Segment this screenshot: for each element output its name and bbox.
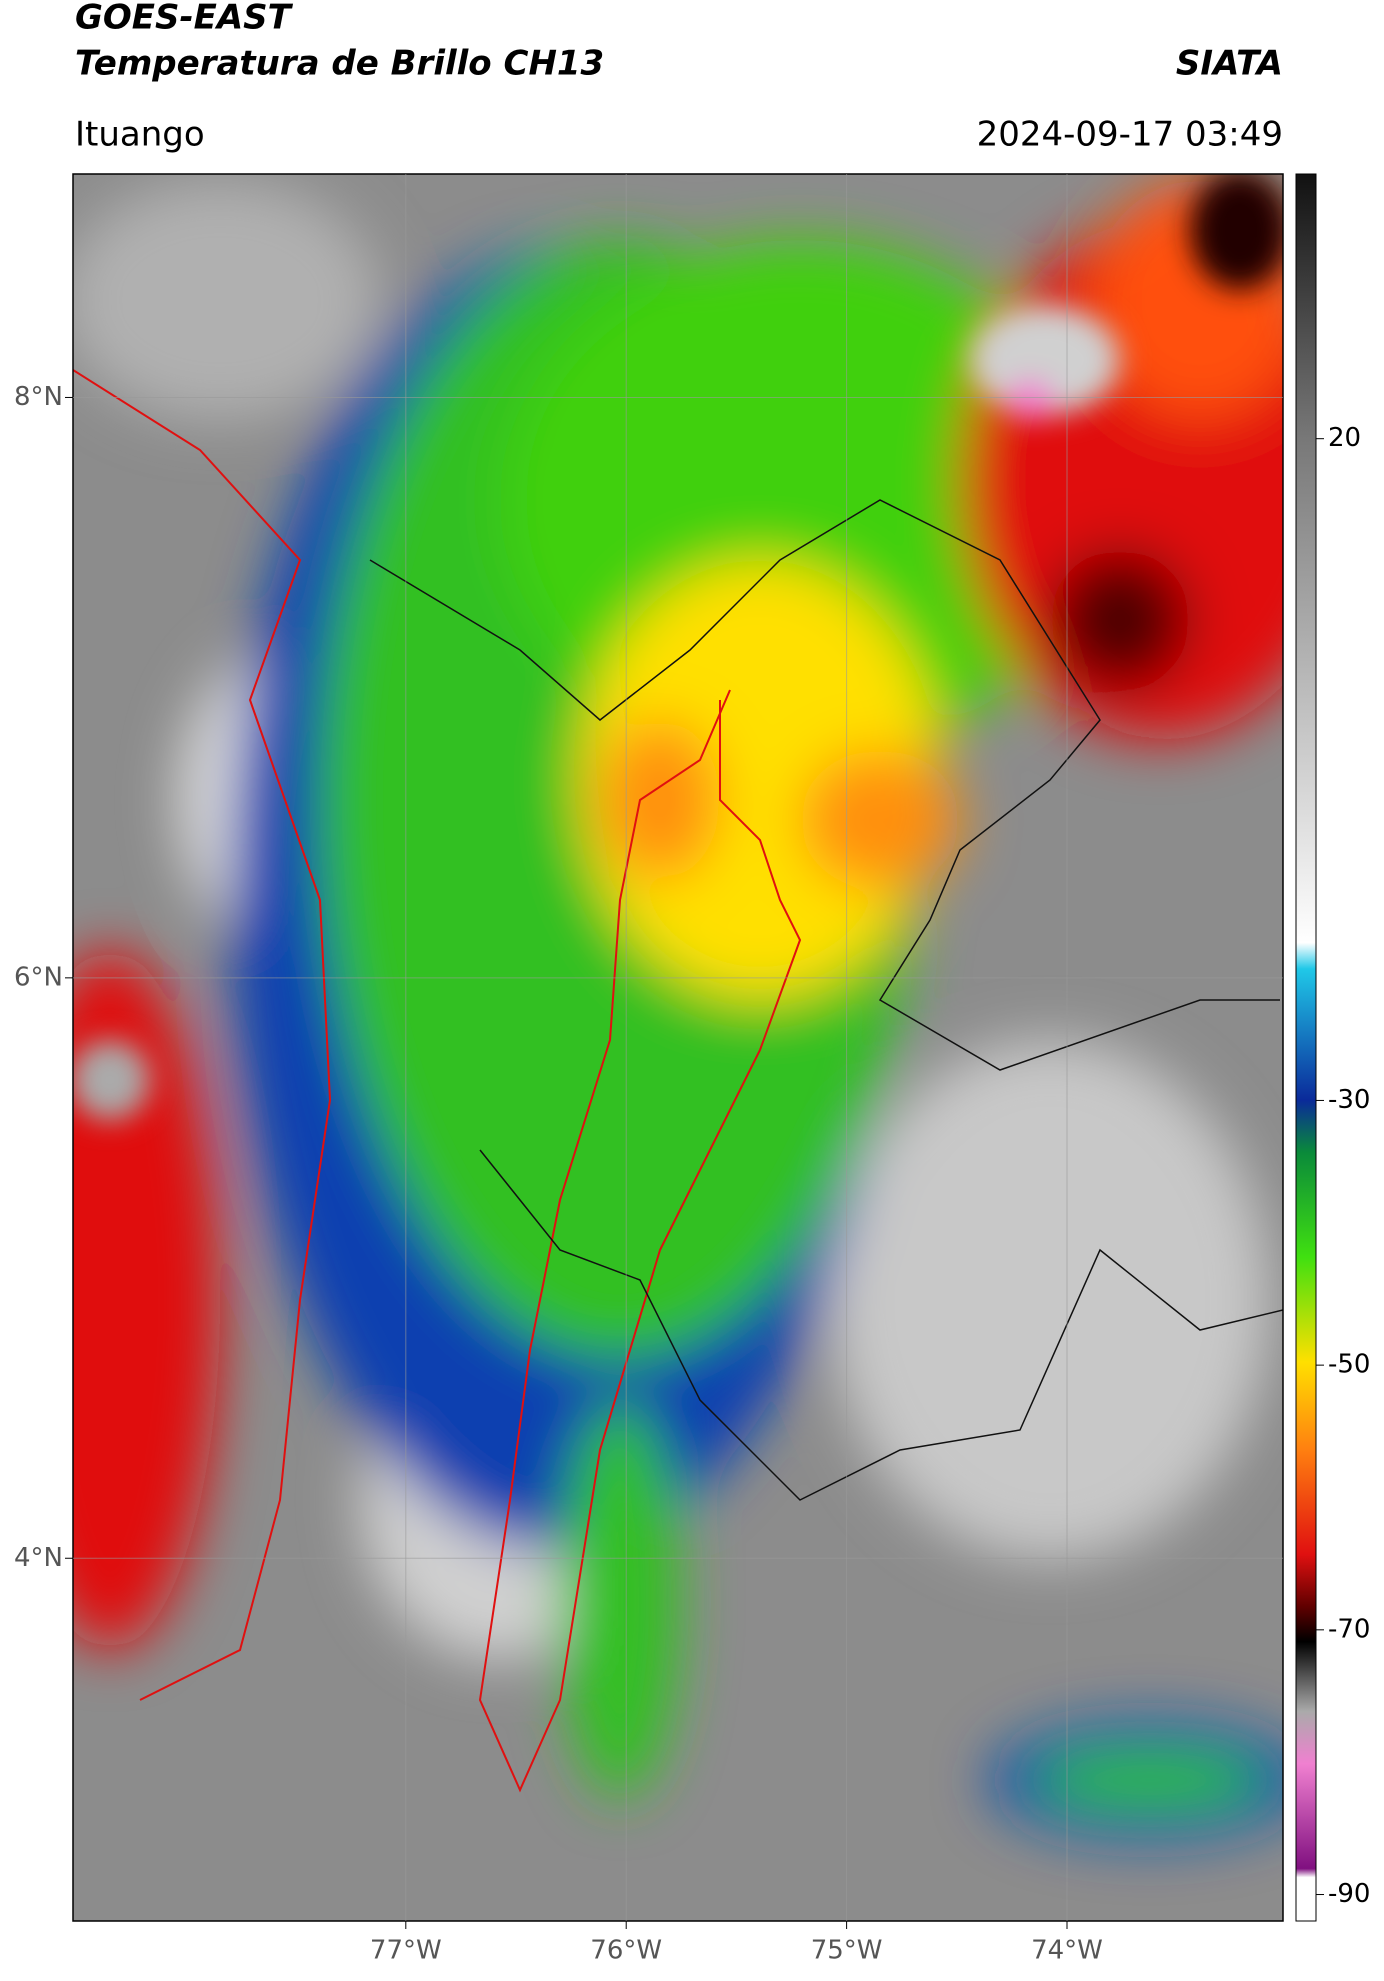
y-tick-label: 6°N — [14, 962, 63, 992]
colorbar-tick-label: -50 — [1328, 1350, 1370, 1380]
y-tick-label: 8°N — [14, 382, 63, 412]
x-tick-label: 76°W — [590, 1936, 662, 1966]
colorbar-tick-label: -90 — [1328, 1879, 1370, 1909]
colorbar-tick-label: -70 — [1328, 1614, 1370, 1644]
colorbar-tick-label: -30 — [1328, 1085, 1370, 1115]
x-tick-label: 77°W — [370, 1936, 442, 1966]
colorbar-tick-label: 20 — [1328, 423, 1361, 453]
x-tick-label: 74°W — [1031, 1936, 1103, 1966]
datetime: 2024-09-17 03:49 — [977, 115, 1283, 155]
region: Ituango — [75, 115, 205, 155]
x-tick-label: 75°W — [811, 1936, 883, 1966]
subtitle: Temperatura de Brillo CH13 — [75, 44, 604, 84]
title: GOES-EAST — [75, 0, 294, 38]
satellite-image — [73, 174, 1283, 1921]
colorbar — [1295, 173, 1317, 1922]
org: SIATA — [1176, 44, 1283, 84]
map-frame — [72, 173, 1284, 1922]
y-tick-label: 4°N — [14, 1543, 63, 1573]
